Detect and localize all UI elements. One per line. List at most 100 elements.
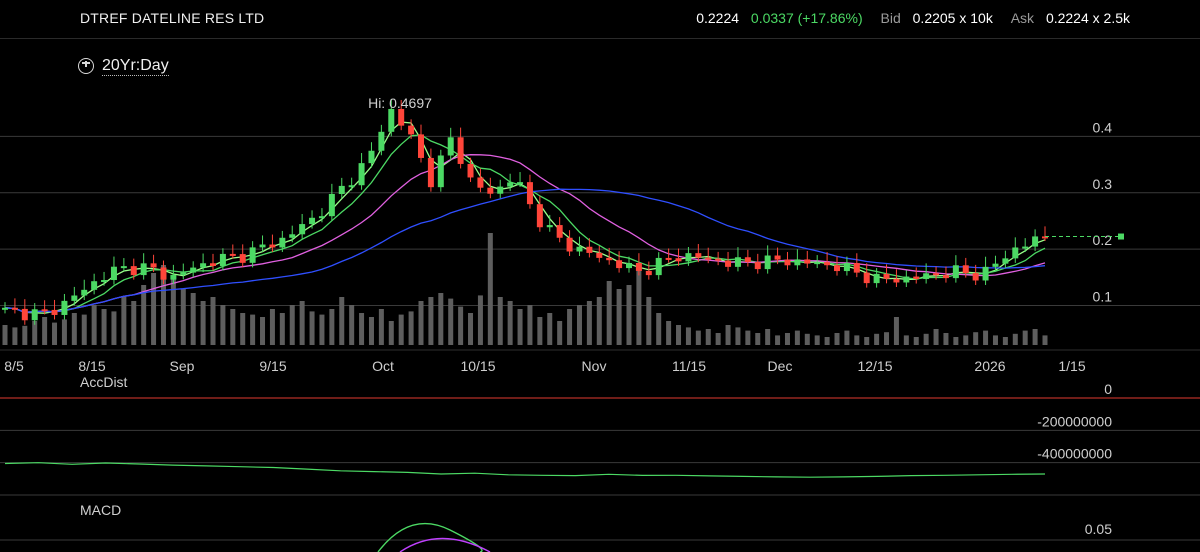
volume-bar: [487, 233, 493, 345]
candle-body: [210, 263, 216, 266]
candle-body: [616, 260, 623, 269]
volume-bar: [1022, 330, 1028, 345]
last-price: 0.2224: [696, 10, 740, 26]
candle-body: [834, 265, 840, 272]
volume-bar: [32, 321, 38, 345]
moving-average-line: [4, 188, 1046, 313]
x-tick-label: 8/15: [78, 358, 105, 374]
volume-bar: [537, 317, 543, 345]
volume-bar: [517, 309, 523, 345]
candle-body: [269, 244, 276, 248]
candle-body: [705, 257, 712, 260]
volume-bar: [279, 313, 285, 345]
range-selector[interactable]: 20Yr:Day: [78, 55, 169, 77]
volume-bar: [42, 317, 48, 345]
accdist-label: AccDist: [80, 374, 128, 390]
volume-bar: [725, 325, 731, 345]
volume-bar: [884, 332, 890, 345]
candle-body: [219, 253, 226, 266]
volume-bar: [685, 327, 691, 345]
price-tick-label: 0.1: [1093, 289, 1113, 305]
ask-value: 0.2224 x 2.5k: [1045, 10, 1130, 26]
volume-bar: [61, 319, 67, 345]
candle-body: [804, 259, 811, 264]
candle-body: [130, 266, 137, 276]
candle-body: [408, 125, 415, 135]
candle-body: [626, 262, 632, 269]
volume-bar: [695, 330, 701, 345]
volume-bar: [715, 333, 721, 345]
volume-bar: [2, 325, 8, 345]
bid-label: Bid: [880, 10, 901, 26]
volume-bar: [131, 301, 137, 345]
hi-annotation: Hi: 0.4697: [368, 95, 432, 111]
candle-body: [744, 257, 751, 263]
volume-bar: [676, 325, 682, 345]
volume-bar: [289, 305, 295, 345]
x-tick-label: 10/15: [460, 358, 495, 374]
volume-bar: [458, 306, 464, 345]
volume-bar: [319, 314, 325, 345]
candle-body: [21, 308, 28, 321]
candle-body: [249, 247, 256, 263]
moving-average-line: [4, 134, 1046, 313]
candle-body: [952, 265, 959, 279]
volume-bar: [755, 333, 761, 345]
volume-bar: [269, 309, 275, 345]
volume-bar: [775, 335, 781, 345]
volume-bar: [359, 313, 365, 345]
candle-body: [348, 185, 355, 188]
candle-body: [309, 217, 316, 225]
volume-bar: [893, 317, 899, 345]
volume-bar: [299, 301, 305, 345]
volume-bar: [794, 330, 800, 345]
candle-body: [437, 155, 444, 188]
candle-body: [873, 273, 880, 284]
volume-bar: [81, 314, 87, 345]
candle-body: [388, 108, 395, 132]
candle-body: [110, 266, 117, 281]
volume-bar: [101, 309, 107, 345]
ask-label: Ask: [1010, 10, 1035, 26]
volume-bar: [854, 335, 860, 345]
candle-body: [606, 257, 613, 261]
quote-strip: 0.2224 0.0337 (+17.86%) Bid 0.2205 x 10k…: [688, 10, 1130, 26]
candle-body: [378, 131, 385, 151]
volume-bar: [864, 337, 870, 345]
candle-body: [368, 150, 375, 164]
candle-body: [41, 309, 48, 312]
candle-body: [675, 258, 682, 262]
volume-bar: [973, 332, 979, 345]
candle-body: [794, 259, 801, 266]
candle-body: [536, 204, 543, 228]
candle-body: [299, 224, 306, 235]
volume-bar: [329, 309, 335, 345]
candle-body: [239, 254, 246, 263]
volume-bar: [1042, 335, 1048, 345]
volume-bar: [368, 317, 374, 345]
volume-bar: [111, 311, 117, 345]
price-change: 0.0337 (+17.86%): [750, 10, 863, 26]
volume-bar: [1012, 333, 1018, 345]
x-tick-label: 8/5: [4, 358, 24, 374]
candle-body: [843, 263, 850, 272]
candle-body: [31, 309, 38, 321]
clock-icon: [78, 58, 94, 74]
candle-body: [1022, 246, 1029, 249]
volume-bar: [260, 317, 266, 345]
range-label: 20Yr:Day: [102, 56, 169, 76]
candle-body: [418, 134, 424, 158]
x-tick-label: 12/15: [857, 358, 892, 374]
volume-bar: [141, 285, 147, 345]
volume-bar: [814, 335, 820, 345]
candle-body: [903, 276, 910, 283]
candle-body: [358, 163, 365, 186]
candle-body: [61, 300, 68, 315]
candle-body: [477, 177, 484, 188]
volume-bar: [1032, 329, 1038, 345]
candle-body: [517, 182, 524, 185]
candle-body: [328, 193, 335, 217]
candle-body: [665, 257, 672, 260]
candle-body: [764, 255, 771, 270]
